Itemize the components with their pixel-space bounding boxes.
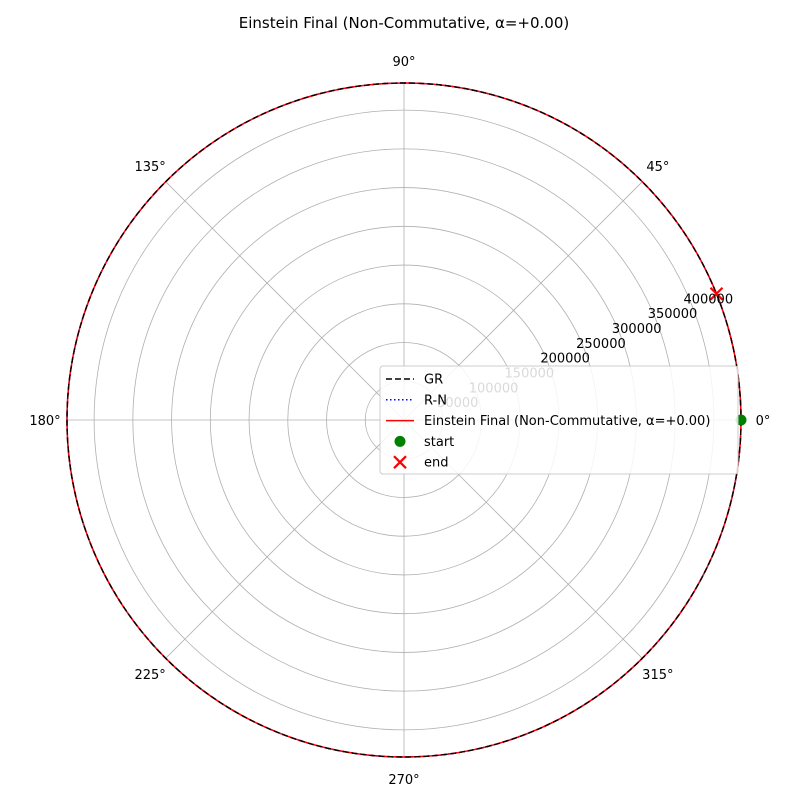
theta-tick-label: 270° <box>388 773 419 788</box>
legend-box <box>379 365 739 475</box>
legend-label: R-N <box>424 393 447 408</box>
legend-label: start <box>424 435 454 450</box>
theta-tick-label: 45° <box>646 160 669 175</box>
legend-x-stroke <box>393 455 407 469</box>
theta-tick-label: 0° <box>756 414 771 429</box>
legend-handle <box>393 455 407 469</box>
r-tick-label: 200000 <box>540 352 590 367</box>
marker-x-stroke <box>709 286 724 301</box>
legend-label: GR <box>424 373 443 388</box>
theta-tick-label: 135° <box>134 160 165 175</box>
theta-tick-label: 315° <box>642 668 673 683</box>
theta-tick-label: 90° <box>392 55 415 70</box>
legend-handle <box>394 435 406 447</box>
r-tick-label: 400000 <box>683 292 733 307</box>
legend-label: end <box>424 456 449 471</box>
marker-end <box>709 286 724 301</box>
theta-gridline <box>165 181 405 421</box>
r-tick-label: 350000 <box>648 307 698 322</box>
theta-tick-label: 225° <box>134 668 165 683</box>
theta-tick-label: 180° <box>29 414 60 429</box>
r-tick-label: 250000 <box>576 337 626 352</box>
chart-title: Einstein Final (Non-Commutative, α=+0.00… <box>239 14 569 32</box>
legend-label: Einstein Final (Non-Commutative, α=+0.00… <box>424 414 710 429</box>
theta-gridline <box>165 419 405 659</box>
legend: GR R-N Einstein Final (Non-Commutative, α=… <box>379 365 739 475</box>
r-tick-label: 300000 <box>612 322 662 337</box>
